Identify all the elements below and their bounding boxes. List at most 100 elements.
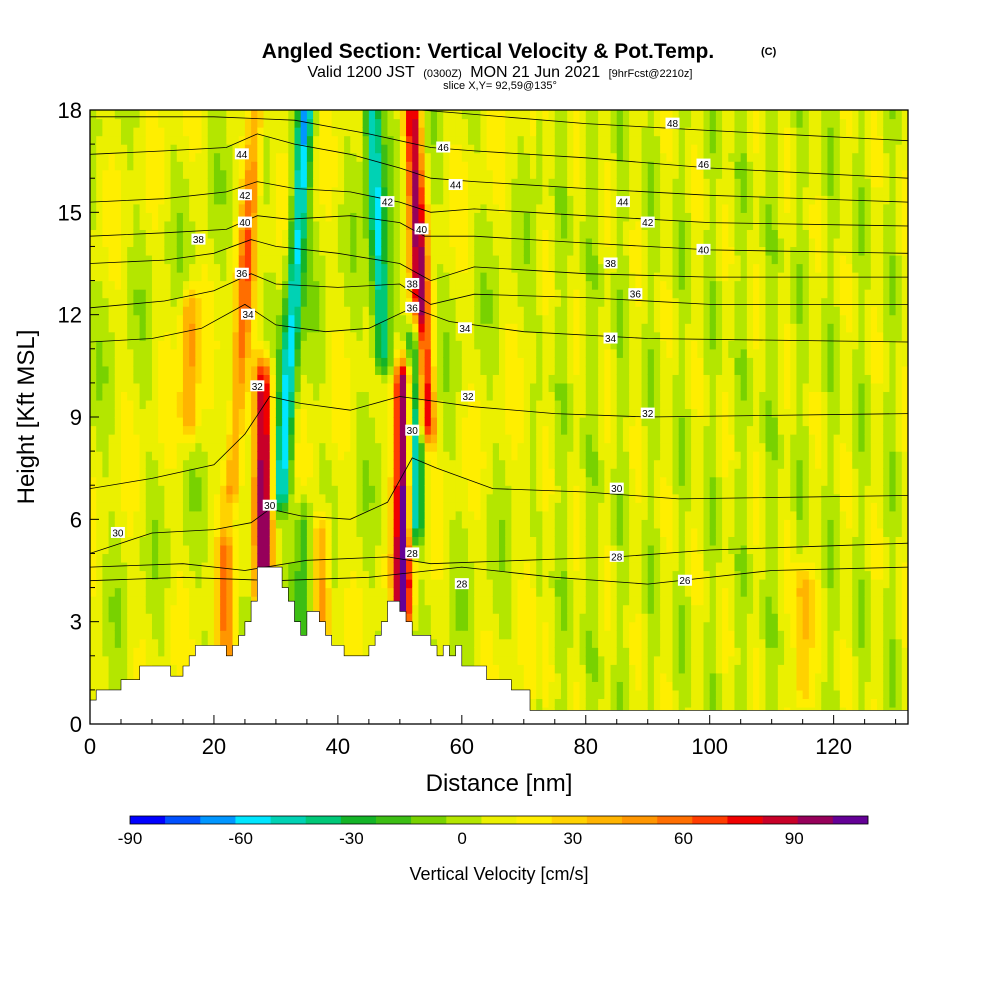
velocity-cell (511, 357, 519, 367)
velocity-cell (331, 493, 339, 503)
velocity-cell (282, 570, 289, 580)
velocity-cell (468, 417, 475, 427)
velocity-cell (164, 468, 172, 478)
velocity-cell (449, 254, 457, 265)
velocity-cell (164, 340, 172, 350)
velocity-cell (207, 272, 215, 282)
velocity-cell (430, 510, 438, 520)
velocity-cell (244, 510, 252, 520)
velocity-cell (238, 604, 246, 614)
velocity-cell (375, 604, 382, 614)
velocity-cell (424, 135, 432, 145)
velocity-cell (505, 237, 512, 248)
velocity-cell (151, 110, 159, 120)
velocity-cell (350, 596, 358, 606)
velocity-cell (226, 220, 234, 230)
velocity-cell (399, 314, 407, 324)
velocity-cell (195, 613, 203, 623)
velocity-cell (201, 297, 209, 307)
velocity-cell (437, 357, 444, 367)
velocity-cell (176, 425, 184, 435)
velocity-cell (182, 468, 190, 478)
velocity-cell (325, 110, 333, 120)
velocity-cell (263, 186, 271, 196)
velocity-cell (368, 323, 376, 333)
velocity-cell (294, 561, 302, 572)
velocity-cell (418, 237, 426, 248)
velocity-cell (375, 485, 382, 495)
velocity-cell (114, 664, 122, 674)
velocity-cell (499, 561, 506, 572)
velocity-cell (319, 289, 327, 299)
velocity-cell (114, 553, 122, 563)
velocity-cell (474, 502, 482, 512)
velocity-cell (195, 348, 203, 358)
velocity-cell (182, 195, 190, 205)
velocity-cell (195, 519, 203, 529)
velocity-cell (139, 613, 147, 623)
velocity-cell (412, 502, 420, 512)
velocity-cell (437, 561, 444, 572)
velocity-cell (517, 681, 525, 691)
velocity-cell (220, 382, 227, 393)
velocity-cell (406, 468, 413, 478)
velocity-cell (449, 144, 457, 154)
velocity-cell (337, 630, 345, 640)
velocity-cell (505, 195, 512, 205)
velocity-cell (461, 178, 469, 188)
velocity-cell (232, 340, 240, 350)
velocity-cell (449, 118, 457, 128)
velocity-cell (362, 425, 370, 435)
velocity-cell (139, 510, 147, 520)
velocity-cell (499, 220, 506, 230)
velocity-cell (282, 408, 289, 418)
velocity-cell (164, 510, 172, 520)
velocity-cell (412, 561, 420, 572)
velocity-cell (468, 561, 475, 572)
velocity-cell (306, 186, 314, 196)
velocity-cell (151, 246, 159, 256)
velocity-cell (344, 579, 351, 589)
velocity-cell (145, 340, 153, 350)
velocity-cell (375, 297, 382, 307)
velocity-cell (257, 348, 265, 358)
velocity-cell (418, 451, 426, 461)
velocity-cell (505, 502, 512, 512)
velocity-cell (418, 391, 426, 401)
velocity-cell (437, 638, 444, 648)
velocity-cell (164, 144, 172, 154)
velocity-cell (492, 212, 500, 222)
velocity-cell (393, 544, 401, 555)
velocity-cell (120, 186, 128, 196)
velocity-cell (133, 613, 141, 623)
velocity-cell (195, 621, 203, 631)
velocity-cell (96, 297, 103, 307)
velocity-cell (232, 536, 240, 546)
velocity-cell (213, 493, 221, 503)
velocity-cell (468, 152, 475, 162)
velocity-cell (275, 323, 283, 333)
velocity-cell (350, 451, 358, 461)
velocity-cell (313, 118, 320, 128)
velocity-cell (201, 357, 209, 367)
velocity-cell (158, 544, 165, 555)
velocity-cell (393, 399, 401, 410)
velocity-cell (164, 246, 172, 256)
velocity-cell (437, 272, 444, 282)
velocity-cell (406, 451, 413, 461)
velocity-cell (158, 553, 165, 563)
velocity-cell (294, 186, 302, 196)
slice-label: slice X,Y= 92,59@135° (443, 80, 557, 92)
velocity-cell (350, 570, 358, 580)
velocity-cell (176, 613, 184, 623)
velocity-cell (393, 144, 401, 154)
velocity-cell (368, 621, 376, 631)
velocity-cell (313, 579, 320, 589)
velocity-cell (337, 306, 345, 316)
velocity-cell (381, 203, 389, 213)
velocity-cell (257, 314, 265, 324)
velocity-cell (102, 604, 110, 614)
velocity-cell (418, 144, 426, 154)
velocity-cell (505, 391, 512, 401)
velocity-cell (368, 263, 376, 273)
